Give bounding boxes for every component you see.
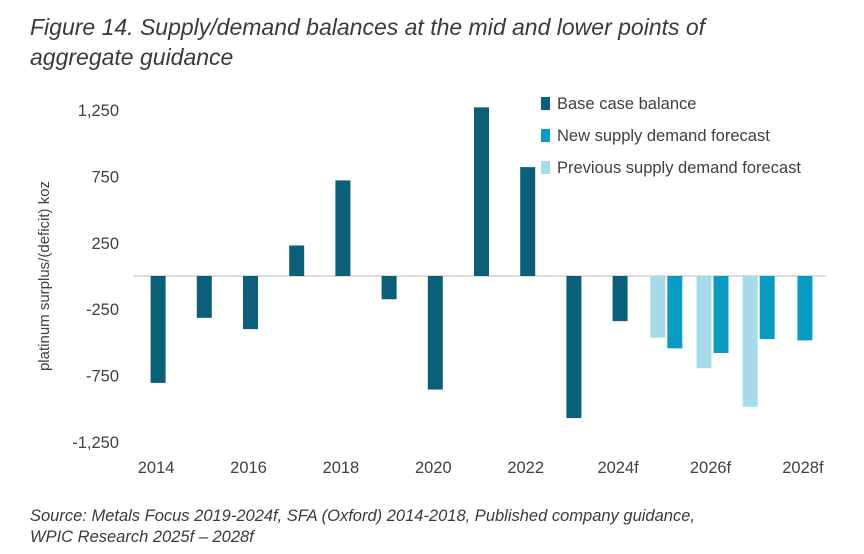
bar-2027f-2 [742, 276, 758, 407]
y-axis-title: platinum surplus/(deficit) koz [36, 181, 53, 371]
y-tick-label: 250 [91, 235, 119, 253]
bar-2025f-1 [667, 276, 683, 349]
y-tick-label: -250 [86, 301, 119, 319]
figure-title: Figure 14. Supply/demand balances at the… [30, 12, 850, 72]
bar-2025f-2 [650, 276, 666, 338]
bar-2026f-1 [713, 276, 729, 354]
y-tick-label: 750 [91, 168, 119, 186]
figure-source-line-1: Source: Metals Focus 2019-2024f, SFA (Ox… [30, 507, 695, 525]
figure-source-line-2: WPIC Research 2025f – 2028f [30, 528, 254, 546]
bar-2016-0 [243, 276, 258, 330]
legend-swatch [541, 129, 550, 142]
bar-2019-0 [381, 276, 397, 300]
bar-2028f-1 [797, 276, 813, 341]
bar-2026f-2 [696, 276, 712, 369]
y-tick-label: -1,250 [72, 434, 119, 452]
y-tick-label: 1,250 [78, 102, 119, 120]
figure-title-line-1: Figure 14. Supply/demand balances at the… [30, 14, 706, 40]
bar-2020-0 [427, 276, 443, 390]
legend-label: Base case balance [557, 95, 696, 113]
x-tick-label: 2018 [323, 459, 360, 477]
bar-2024f-0 [612, 276, 628, 322]
bar-2022-0 [520, 167, 536, 276]
bar-2023-0 [566, 276, 582, 419]
figure-title-line-2: aggregate guidance [30, 44, 234, 70]
x-tick-label: 2026f [690, 459, 732, 477]
x-tick-label: 2020 [415, 459, 452, 477]
bar-2015-0 [196, 276, 212, 318]
x-tick-label: 2028f [782, 459, 824, 477]
bar-2021-0 [474, 107, 489, 277]
legend-label: Previous supply demand forecast [557, 159, 801, 177]
legend-swatch [541, 97, 550, 110]
legend-label: New supply demand forecast [557, 127, 770, 145]
bar-2018-0 [335, 180, 351, 276]
legend-swatch [541, 161, 550, 174]
x-tick-label: 2022 [507, 459, 544, 477]
figure-source: Source: Metals Focus 2019-2024f, SFA (Ox… [30, 506, 860, 548]
x-tick-label: 2014 [138, 459, 175, 477]
bar-2014-0 [150, 276, 166, 383]
bar-2017-0 [289, 245, 305, 276]
x-tick-label: 2024f [597, 459, 639, 477]
x-tick-label: 2016 [230, 459, 267, 477]
y-tick-label: -750 [86, 368, 119, 386]
bar-2027f-1 [759, 276, 775, 340]
